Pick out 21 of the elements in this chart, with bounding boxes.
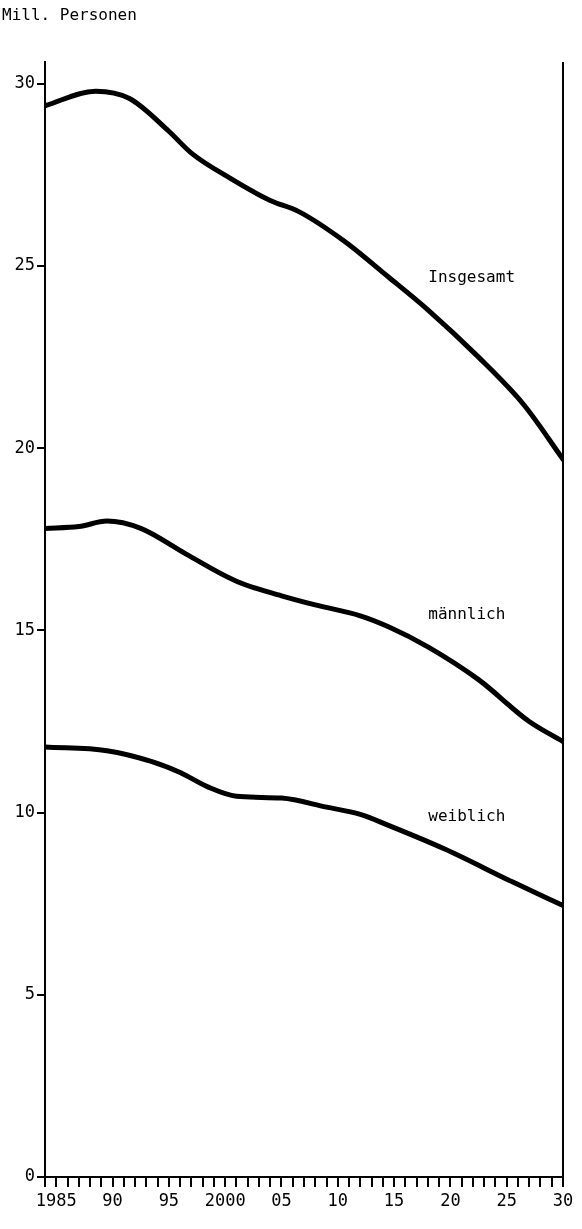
x-tick-label: 15 — [383, 1189, 405, 1210]
x-tick-label: 20 — [440, 1189, 461, 1210]
series-label: Insgesamt — [428, 266, 516, 286]
y-axis-title: Mill. Personen — [2, 5, 137, 25]
y-tick-label: 20 — [14, 436, 35, 457]
x-tick-label: 95 — [158, 1189, 180, 1210]
x-tick-label: 2000 — [204, 1189, 246, 1210]
y-tick-label: 5 — [24, 983, 35, 1004]
y-tick-label: 10 — [14, 801, 35, 822]
x-tick-label: 1985 — [35, 1189, 77, 1210]
x-tick-label: 10 — [327, 1189, 349, 1210]
y-tick-label: 30 — [14, 72, 35, 93]
y-tick-label: 0 — [24, 1165, 35, 1186]
y-tick-label: 15 — [14, 618, 35, 639]
x-tick-label: 05 — [271, 1189, 292, 1210]
series-label: männlich — [428, 603, 506, 623]
x-tick-label: 30 — [552, 1189, 574, 1210]
y-tick-label: 25 — [14, 254, 35, 275]
x-tick-label: 25 — [496, 1189, 517, 1210]
x-tick-label: 90 — [102, 1189, 123, 1210]
series-label: weiblich — [428, 806, 506, 826]
